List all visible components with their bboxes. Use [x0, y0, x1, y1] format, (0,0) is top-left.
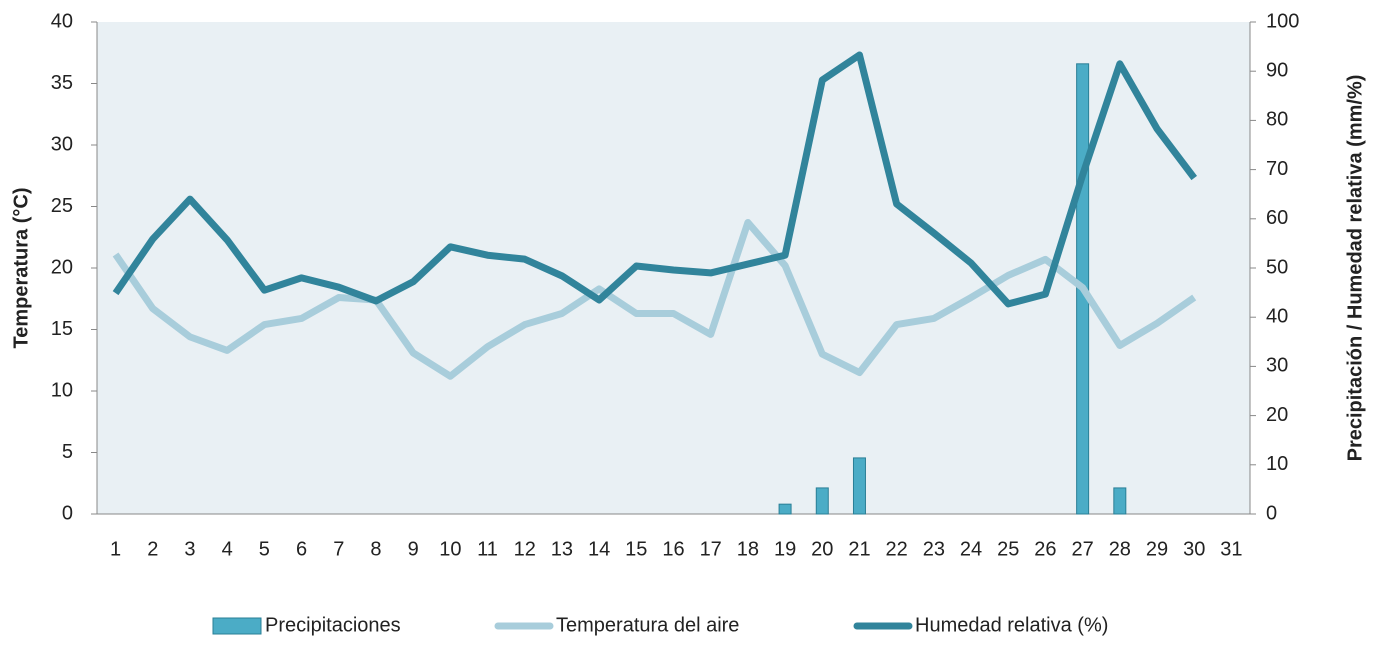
y2-tick-label: 10 — [1266, 453, 1288, 475]
y2-tick-label: 40 — [1266, 305, 1288, 327]
x-tick-label: 29 — [1146, 538, 1168, 560]
legend-label: Humedad relativa (%) — [915, 614, 1108, 636]
line — [112, 218, 1197, 380]
x-tick-label: 10 — [439, 538, 461, 560]
y2-axis-title: Precipitación / Humedad relativa (mm/%) — [1344, 75, 1366, 462]
x-tick-label: 6 — [296, 538, 307, 560]
x-tick-label: 1 — [110, 538, 121, 560]
y2-tick-label: 0 — [1266, 502, 1277, 524]
x-tick-label: 11 — [477, 538, 498, 560]
x-tick-label: 8 — [370, 538, 381, 560]
x-tick-label: 19 — [774, 538, 796, 560]
y-tick-label: 25 — [51, 195, 73, 217]
x-tick-label: 9 — [408, 538, 419, 560]
x-tick-label: 27 — [1072, 538, 1094, 560]
x-tick-label: 2 — [147, 538, 158, 560]
y-tick-label: 10 — [51, 379, 73, 401]
y-axis-title: Temperatura (°C) — [10, 188, 32, 349]
y2-tick-label: 70 — [1266, 158, 1288, 180]
bar — [1113, 487, 1127, 515]
x-tick-label: 26 — [1034, 538, 1056, 560]
y2-tick-label: 100 — [1266, 10, 1299, 32]
x-tick-label: 7 — [333, 538, 344, 560]
x-tick-label: 31 — [1220, 538, 1242, 560]
bar — [815, 487, 829, 515]
y2-tick-label: 90 — [1266, 59, 1288, 81]
x-tick-label: 17 — [700, 538, 722, 560]
x-tick-label: 15 — [625, 538, 647, 560]
x-tick-label: 24 — [960, 538, 982, 560]
x-tick-label: 30 — [1183, 538, 1205, 560]
legend-label: Precipitaciones — [265, 614, 401, 636]
x-tick-label: 5 — [259, 538, 270, 560]
y-tick-label: 35 — [51, 72, 73, 94]
bar — [778, 503, 792, 515]
x-tick-label: 25 — [997, 538, 1019, 560]
y-tick-label: 15 — [51, 318, 73, 340]
x-tick-label: 4 — [222, 538, 233, 560]
legend-label: Temperatura del aire — [556, 614, 739, 636]
x-tick-label: 14 — [588, 538, 610, 560]
line — [112, 51, 1198, 308]
x-tick-label: 20 — [811, 538, 833, 560]
y-tick-label: 40 — [51, 10, 73, 32]
x-tick-label: 21 — [848, 538, 870, 560]
x-tick-label: 23 — [923, 538, 945, 560]
y2-tick-label: 30 — [1266, 355, 1288, 377]
y2-tick-label: 20 — [1266, 404, 1288, 426]
y-tick-label: 30 — [51, 133, 73, 155]
x-tick-label: 12 — [514, 538, 536, 560]
y2-tick-label: 60 — [1266, 207, 1288, 229]
y2-tick-label: 80 — [1266, 109, 1288, 131]
bar — [852, 457, 866, 515]
y-tick-label: 20 — [51, 256, 73, 278]
x-tick-label: 3 — [184, 538, 195, 560]
y-tick-label: 5 — [62, 441, 73, 463]
x-tick-label: 16 — [662, 538, 684, 560]
y2-tick-label: 50 — [1266, 256, 1288, 278]
x-tick-label: 28 — [1109, 538, 1131, 560]
x-tick-label: 22 — [886, 538, 908, 560]
x-tick-label: 18 — [737, 538, 759, 560]
legend-swatch — [212, 617, 262, 635]
y-tick-label: 0 — [62, 502, 73, 524]
x-tick-label: 13 — [551, 538, 573, 560]
